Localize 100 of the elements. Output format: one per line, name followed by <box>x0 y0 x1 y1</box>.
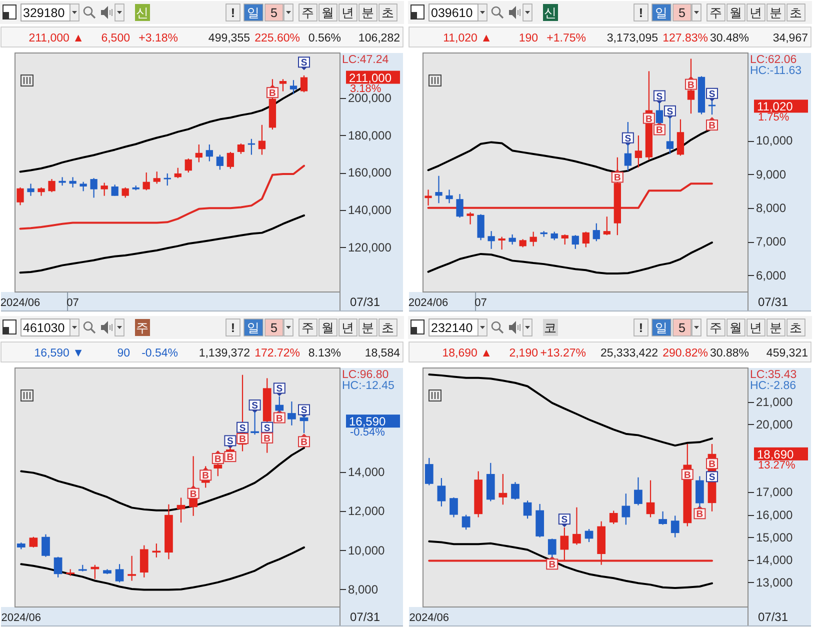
text: 분 <box>770 6 782 20</box>
text: 07/31 <box>350 610 380 624</box>
data-label: S <box>239 422 246 434</box>
data-label: S <box>300 58 308 69</box>
tick-label: 2024/06 <box>0 297 40 309</box>
data-label: B <box>708 120 716 132</box>
text: 주 <box>136 321 149 335</box>
data-label: B <box>264 433 271 444</box>
data-label: B <box>696 509 704 520</box>
text: 초 <box>382 321 394 335</box>
data-label: B <box>269 88 276 100</box>
text: 18,584 <box>364 348 401 360</box>
text: ! <box>230 321 236 335</box>
text: 주 <box>710 6 722 20</box>
text: 07/31 <box>758 295 788 309</box>
text: 5 <box>678 321 686 335</box>
text: +13.27% <box>540 348 586 360</box>
data-label: B <box>614 172 621 184</box>
tick-label: 21,000 <box>756 395 793 410</box>
tick-label: 07 <box>474 297 487 309</box>
text: 분 <box>362 321 374 335</box>
text: 11,020 ▲ <box>443 32 492 44</box>
text: 일 <box>655 6 668 20</box>
text: 일 <box>247 6 260 20</box>
text: 3,173,095 <box>606 32 658 44</box>
text: +1.75% <box>546 32 586 44</box>
text: 290.82% <box>662 348 708 360</box>
text: 주 <box>302 321 314 335</box>
text: 13.27% <box>758 459 796 472</box>
text: 11,020 <box>757 100 794 114</box>
text: 459,321 <box>766 348 808 360</box>
text: 년 <box>342 6 354 20</box>
tick-label: 20,000 <box>756 418 793 432</box>
data-label: B <box>214 454 222 466</box>
text: 신 <box>136 6 149 20</box>
text: 분 <box>770 321 782 335</box>
data-label: S <box>656 91 663 102</box>
text: 월 <box>730 6 742 20</box>
tick-label: 7,000 <box>756 234 786 249</box>
tick-label: 2024/06 <box>1 612 42 624</box>
text: 499,355 <box>208 32 250 44</box>
text: 127.83% <box>662 32 708 44</box>
text: 07/31 <box>350 295 380 309</box>
text: 225.60% <box>254 32 300 44</box>
data-label: S <box>708 472 716 484</box>
text: 30.48% <box>710 32 749 44</box>
data-label: B <box>276 413 283 424</box>
tick-label: 180,000 <box>348 128 392 142</box>
text: 초 <box>790 6 802 20</box>
data-label: B <box>226 452 234 464</box>
data-label: B <box>548 560 556 571</box>
text: 월 <box>322 321 334 335</box>
data-label: B <box>190 488 197 500</box>
tick-label: 8,000 <box>348 582 378 597</box>
tick-label: 12,000 <box>348 504 385 518</box>
text: 90 <box>117 348 130 360</box>
text: 18,690 ▲ <box>442 348 492 360</box>
tick-label: 15,000 <box>756 530 793 544</box>
data-label: B <box>708 459 716 470</box>
text: 2,190 <box>509 348 538 360</box>
data-label: S <box>252 400 258 412</box>
title: 039610 <box>431 6 473 20</box>
tick-label: 14,000 <box>756 552 793 567</box>
text: 초 <box>790 321 802 335</box>
data-label: B <box>202 470 210 482</box>
title: 329180 <box>23 6 65 20</box>
text: -0.54% <box>350 426 386 439</box>
text: -0.54% <box>142 348 178 360</box>
text: 07/31 <box>758 610 788 624</box>
text: ! <box>638 321 644 335</box>
text: 분 <box>362 6 374 20</box>
data-label: B <box>239 434 246 446</box>
tick-label: 120,000 <box>348 240 392 254</box>
data-label: S <box>708 88 716 100</box>
data-label: S <box>300 405 308 416</box>
text: 주 <box>302 6 314 20</box>
text: 일 <box>655 321 668 335</box>
data-label: B <box>684 470 691 481</box>
text: 초 <box>382 6 394 20</box>
text: 년 <box>342 321 354 335</box>
tick-label: 8,000 <box>756 201 786 216</box>
text: 1,139,372 <box>198 348 250 360</box>
text: LC:47.24 <box>342 54 390 66</box>
tick-label: 16,000 <box>756 508 793 522</box>
text: 18,690 <box>757 447 794 462</box>
text: 5 <box>270 321 278 335</box>
tick-label: 9,000 <box>756 167 786 182</box>
text: 월 <box>322 6 334 20</box>
tick-label: 07 <box>66 297 79 309</box>
data-label: B <box>646 114 653 125</box>
text: 신 <box>544 6 557 20</box>
data-label: S <box>276 384 283 395</box>
tick-label: 10,000 <box>756 134 793 148</box>
text: 0.56% <box>308 32 341 44</box>
title: 461030 <box>23 321 65 335</box>
text: +3.18% <box>138 32 178 44</box>
tick-label: 10,000 <box>348 543 385 558</box>
text: 5 <box>678 6 686 20</box>
text: 25,333,422 <box>600 348 658 360</box>
text: 주 <box>710 321 722 335</box>
